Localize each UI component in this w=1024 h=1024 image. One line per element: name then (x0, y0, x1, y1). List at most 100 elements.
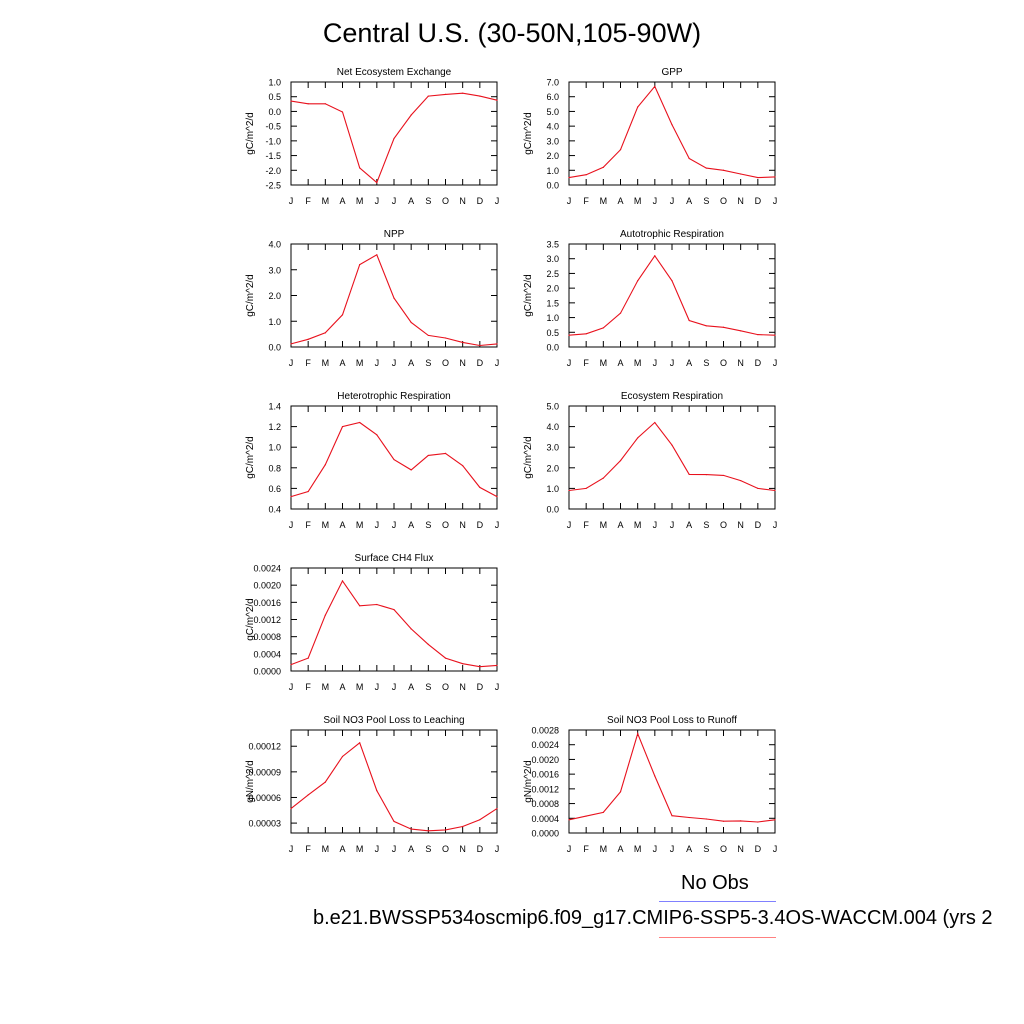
data-point (341, 580, 344, 582)
series-line (290, 741, 498, 832)
chart-panel: Soil NO3 Pool Loss to Leaching gN/m^2/d J F… (245, 715, 499, 854)
y-tick-label: 0.0004 (531, 814, 559, 824)
plot-frame (290, 567, 498, 672)
data-point (393, 609, 395, 611)
plot-frame (568, 729, 776, 834)
y-axis-label: gN/m^2/d (523, 760, 534, 803)
data-point (307, 103, 309, 105)
data-point (654, 421, 656, 424)
x-tick-label: J (495, 682, 500, 692)
page-title: Central U.S. (30-50N,105-90W) (322, 18, 702, 48)
data-point (410, 321, 412, 324)
x-tick-label: D (477, 520, 484, 530)
x-tick-label: F (583, 520, 589, 530)
data-point (376, 790, 378, 792)
data-point (688, 473, 690, 475)
series-line (290, 92, 498, 184)
data-point (654, 85, 656, 88)
x-tick-label: F (583, 844, 589, 854)
data-point (585, 333, 587, 335)
data-point (427, 643, 429, 645)
plot-frame (290, 81, 498, 186)
x-tick-label: D (477, 358, 484, 368)
y-tick-label: 0.0020 (531, 755, 559, 765)
data-point (757, 334, 759, 336)
x-tick-label: J (375, 844, 380, 854)
x-tick-label: D (477, 196, 484, 206)
data-point (444, 657, 447, 659)
data-point (307, 338, 309, 340)
y-tick-label: 0.0000 (531, 829, 559, 839)
x-tick-label: A (339, 196, 345, 206)
x-tick-label: N (459, 844, 466, 854)
data-point (619, 459, 622, 462)
data-point (496, 807, 498, 810)
x-tick-label: S (425, 196, 431, 206)
x-tick-label: J (670, 520, 675, 530)
y-tick-label: 2.5 (546, 269, 559, 279)
data-point (393, 297, 395, 299)
x-tick-label: F (305, 844, 311, 854)
x-tick-label: D (477, 682, 484, 692)
y-tick-label: 1.0 (268, 443, 281, 453)
data-point (290, 343, 292, 345)
data-point (757, 487, 759, 489)
legend-case-label: b.e21.BWSSP534oscmip6.f09_g17.CMIP6-SSP5… (313, 907, 993, 929)
data-point (479, 95, 481, 97)
x-tick-label: S (425, 520, 431, 530)
y-tick-label: 0.0012 (253, 615, 281, 625)
panel-title: NPP (384, 229, 405, 240)
panel-title: Soil NO3 Pool Loss to Leaching (323, 715, 464, 726)
x-tick-label: A (617, 844, 623, 854)
x-tick-label: D (755, 196, 762, 206)
data-point (410, 114, 412, 116)
data-point (568, 819, 570, 821)
x-tick-label: S (703, 520, 709, 530)
data-point (307, 794, 309, 796)
y-tick-label: 0.8 (268, 463, 281, 473)
y-tick-label: 0.0004 (253, 649, 281, 659)
data-point (619, 312, 622, 314)
x-tick-label: D (755, 520, 762, 530)
data-point (568, 177, 570, 179)
x-tick-label: M (322, 682, 330, 692)
x-tick-label: M (322, 520, 330, 530)
data-point (568, 334, 570, 336)
y-tick-label: 3.0 (268, 265, 281, 275)
x-tick-label: J (670, 358, 675, 368)
data-point (671, 815, 673, 817)
x-tick-label: A (617, 358, 623, 368)
y-tick-label: 4.0 (268, 240, 281, 250)
data-point (324, 614, 326, 616)
x-tick-label: D (755, 844, 762, 854)
data-point (376, 182, 378, 184)
x-tick-label: M (356, 682, 364, 692)
legend-obs-label: No Obs (681, 872, 749, 894)
y-tick-label: 1.5 (546, 298, 559, 308)
x-tick-label: J (375, 520, 380, 530)
x-tick-label: M (322, 196, 330, 206)
data-point (359, 605, 361, 607)
x-tick-label: F (583, 196, 589, 206)
panel-title: Autotrophic Respiration (620, 229, 724, 240)
y-axis-label: gC/m^2/d (245, 112, 256, 155)
y-tick-label: 0.6 (268, 484, 281, 494)
data-point (757, 821, 759, 823)
y-tick-label: 0.0020 (253, 581, 281, 591)
x-tick-label: S (703, 196, 709, 206)
legend-obs-line (659, 901, 776, 902)
y-tick-label: 0.0028 (531, 726, 559, 736)
panel-title: Soil NO3 Pool Loss to Runoff (607, 715, 737, 726)
data-point (462, 825, 464, 828)
y-tick-label: 2.0 (546, 463, 559, 473)
y-tick-label: 0.00003 (248, 819, 281, 829)
x-tick-label: A (686, 844, 692, 854)
y-tick-label: 6.0 (546, 92, 559, 102)
x-tick-label: M (600, 358, 608, 368)
x-tick-label: A (339, 844, 345, 854)
x-tick-label: J (773, 358, 778, 368)
y-axis-label: gC/m^2/d (245, 436, 256, 479)
y-tick-label: 0.0016 (531, 770, 559, 780)
